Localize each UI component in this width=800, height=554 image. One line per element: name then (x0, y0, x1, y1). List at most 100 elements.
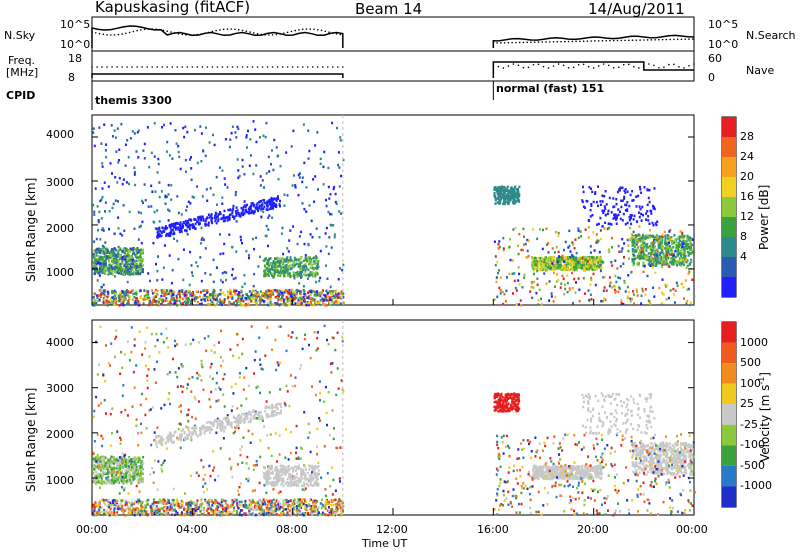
power-cell (537, 256, 540, 260)
power-cell (598, 250, 601, 254)
power-cell (323, 150, 326, 154)
power-cell (520, 248, 523, 252)
power-cell (327, 299, 330, 303)
power-cell (687, 287, 690, 291)
nave-dot (216, 66, 219, 68)
power-cell (680, 253, 683, 256)
power-cell (555, 273, 558, 276)
power-cell (192, 196, 195, 199)
velocity-cell (115, 511, 118, 515)
velocity-cell (124, 509, 127, 512)
power-cell (303, 297, 306, 301)
power-cell (222, 303, 225, 307)
power-cell (162, 300, 165, 303)
power-cell (245, 249, 248, 253)
power-cell (100, 249, 103, 253)
nsearch-dot (94, 32, 97, 34)
power-cell (264, 135, 267, 139)
power-cell (651, 265, 654, 269)
power-cell (148, 300, 151, 304)
power-cell (505, 189, 508, 192)
power-cell (591, 258, 594, 261)
velocity-cell (258, 503, 261, 506)
power-cell (294, 273, 297, 277)
power-cell (603, 205, 606, 208)
velocity-cell (273, 502, 276, 505)
power-cell (564, 287, 567, 291)
power-cell (286, 274, 289, 278)
power-cell (316, 267, 319, 270)
power-cell (272, 268, 275, 272)
power-cell (243, 173, 246, 176)
nsearch-dot (650, 39, 653, 41)
power-cell (614, 274, 617, 278)
velocity-colorbar-tick: -1000 (740, 479, 772, 493)
power-cell (620, 205, 623, 209)
power-cell (228, 303, 231, 307)
power-cell (326, 292, 329, 295)
power-cell (313, 298, 316, 301)
power-cell (590, 204, 593, 207)
power-cell (619, 265, 622, 268)
power-cell (225, 271, 228, 274)
power-cell (543, 256, 546, 259)
power-cell (116, 266, 119, 270)
velocity-cell (335, 513, 338, 517)
nsearch-dot (684, 38, 687, 40)
power-cell (189, 202, 192, 205)
power-cell (656, 220, 659, 223)
power-cell (672, 246, 675, 249)
power-cell (652, 245, 654, 248)
power-cell (666, 252, 669, 256)
power-cell (314, 144, 317, 147)
power-cell (597, 185, 599, 188)
power-cell (588, 298, 591, 302)
power-cell (134, 248, 137, 251)
power-cell (237, 211, 240, 215)
power-cell (199, 302, 202, 306)
nave-dot (291, 66, 294, 68)
power-cell (585, 265, 588, 268)
power-cell (682, 247, 685, 250)
power-cell (98, 126, 101, 129)
nsearch-dot (332, 32, 334, 34)
power-cell (604, 221, 607, 224)
power-cell (165, 289, 168, 292)
power-cell (175, 294, 178, 298)
velocity-cell (297, 509, 300, 512)
power-cell (96, 259, 99, 263)
power-cell (545, 256, 547, 259)
x-tick: 00:00 (76, 523, 108, 536)
power-cell (243, 212, 246, 215)
power-cell (121, 296, 124, 299)
power-cell (273, 274, 276, 277)
power-cell (675, 248, 678, 251)
power-cell (571, 253, 574, 257)
power-cell (656, 253, 658, 256)
power-cell (98, 249, 101, 253)
power-cell (278, 303, 281, 307)
power-cell (586, 260, 589, 263)
power-cell (127, 269, 130, 273)
power-cell (119, 265, 122, 268)
power-cell (136, 302, 139, 306)
power-cell (185, 222, 188, 225)
power-cell (651, 221, 654, 225)
power-cell (123, 264, 126, 268)
power-cell (275, 264, 278, 268)
power-cell (545, 227, 548, 230)
power-cell (265, 172, 268, 175)
power-cell (175, 142, 178, 145)
power-cell (158, 220, 161, 223)
power-cell (156, 209, 159, 212)
power-cell (121, 260, 124, 263)
power-cell (94, 262, 97, 265)
velocity-cell (125, 501, 128, 504)
power-cell (194, 227, 197, 230)
power-cell (686, 237, 689, 241)
power-cell (96, 270, 99, 274)
power-cell (125, 181, 128, 184)
velocity-cell (112, 501, 115, 504)
power-cell (285, 263, 288, 267)
power-cell (93, 265, 96, 268)
